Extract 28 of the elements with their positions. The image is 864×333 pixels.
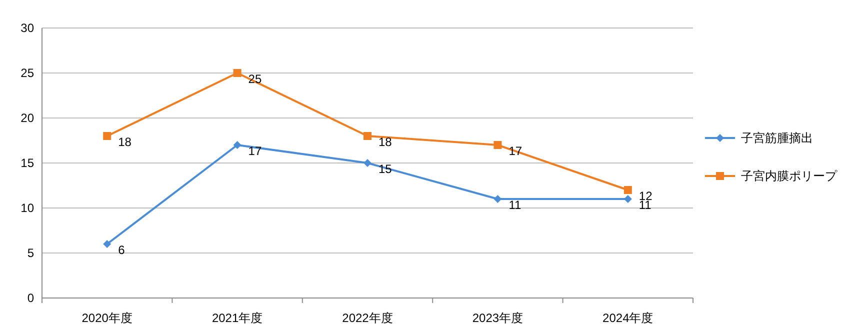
- y-tick-label: 0: [27, 291, 34, 305]
- data-label: 18: [118, 135, 132, 149]
- data-label: 18: [378, 135, 392, 149]
- point: [233, 141, 242, 149]
- legend-label: 子宮筋腫摘出: [741, 131, 813, 145]
- legend-label: 子宮内膜ポリープ: [741, 169, 838, 183]
- point: [364, 159, 372, 167]
- x-tick-label: 2023年度: [472, 311, 524, 325]
- y-tick-label: 5: [27, 246, 34, 260]
- point: [103, 240, 112, 248]
- y-tick-label: 15: [20, 156, 34, 170]
- point: [494, 141, 502, 149]
- point: [494, 195, 502, 203]
- x-tick-label: 2020年度: [82, 311, 132, 325]
- point: [233, 69, 242, 77]
- point: [364, 132, 372, 140]
- data-label: 11: [508, 198, 522, 212]
- data-label: 17: [248, 144, 262, 158]
- point: [624, 186, 632, 194]
- y-tick-label: 10: [20, 201, 34, 215]
- x-tick-label: 2021年度: [212, 311, 263, 325]
- y-tick-label: 25: [20, 66, 34, 80]
- x-tick-label: 2024年度: [602, 311, 654, 325]
- y-tick-label: 20: [20, 111, 34, 125]
- data-label: 6: [118, 243, 126, 257]
- point: [103, 132, 112, 140]
- y-tick-label: 30: [20, 21, 34, 35]
- x-tick-label: 2022年度: [342, 311, 393, 325]
